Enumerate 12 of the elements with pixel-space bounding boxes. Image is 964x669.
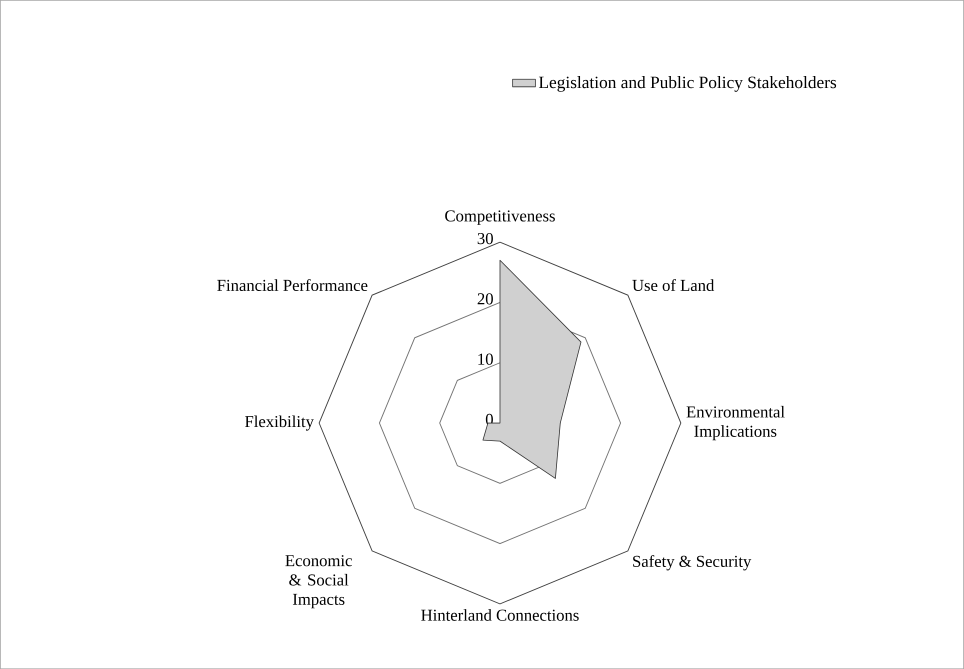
spoke-label: Competitiveness: [445, 210, 555, 225]
spoke-label: Financial Performance: [217, 279, 368, 291]
spoke-label: Use of Land: [632, 279, 714, 291]
legend-label: Legislation and Public Policy Stakeholders: [538, 76, 836, 92]
y-tick-label: 20: [478, 293, 493, 304]
y-tick-label: 10: [478, 353, 493, 365]
spoke-label: Environmental Implications: [686, 406, 785, 440]
spoke-label: Flexibility: [245, 415, 314, 431]
y-tick-label: 30: [478, 232, 493, 244]
spoke-label: Hinterland Connections: [421, 608, 579, 621]
spoke-label: Economic & Social Impacts: [285, 554, 352, 608]
spoke-label: Safety & Security: [633, 554, 752, 570]
